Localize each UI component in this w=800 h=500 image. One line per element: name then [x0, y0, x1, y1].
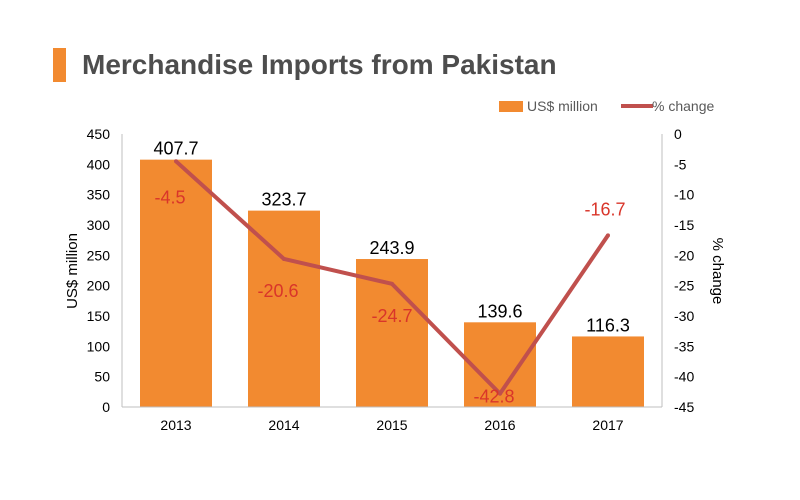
- legend: US$ million % change: [499, 98, 714, 114]
- pct-change-point: [498, 391, 502, 396]
- pct-change-point: [390, 281, 394, 286]
- y-tick-label: 250: [87, 247, 111, 263]
- y-tick-label: 100: [87, 338, 111, 354]
- y-tick-label: 400: [87, 156, 111, 172]
- bar: [140, 159, 212, 407]
- chart-title: Merchandise Imports from Pakistan: [82, 49, 557, 80]
- legend-line-label: % change: [652, 98, 714, 114]
- y2-tick-label: -25: [674, 278, 694, 294]
- pct-change-point: [282, 256, 286, 261]
- y2-tick-label: -45: [674, 399, 694, 415]
- pct-change-point: [174, 159, 178, 164]
- legend-bar-label: US$ million: [527, 98, 598, 114]
- y-tick-label: 350: [87, 187, 111, 203]
- pct-change-label: -20.6: [257, 281, 298, 301]
- y2-tick-label: -35: [674, 338, 694, 354]
- bar: [356, 259, 428, 407]
- y-tick-label: 200: [87, 278, 111, 294]
- y-axis-title: US$ million: [64, 233, 81, 309]
- bar-value-label: 323.7: [261, 190, 306, 210]
- bar: [248, 210, 320, 407]
- y2-tick-label: -5: [674, 156, 687, 172]
- x-tick-label: 2015: [376, 417, 407, 433]
- y-tick-label: 50: [94, 369, 110, 385]
- pct-change-point: [606, 233, 610, 238]
- legend-bar-swatch: [499, 101, 523, 112]
- y2-axis-title: % change: [709, 238, 726, 305]
- y-tick-label: 450: [87, 126, 111, 142]
- y2-tick-label: -15: [674, 217, 694, 233]
- y-tick-label: 300: [87, 217, 111, 233]
- pct-change-label: -42.8: [473, 387, 514, 407]
- bar-value-label: 116.3: [586, 315, 630, 335]
- pct-change-label: -16.7: [584, 199, 625, 219]
- y2-tick-label: 0: [674, 126, 682, 142]
- title-accent-bar: [53, 48, 66, 82]
- y-tick-label: 150: [87, 308, 111, 324]
- x-tick-label: 2014: [268, 417, 299, 433]
- bar-value-label: 243.9: [369, 238, 414, 258]
- y2-tick-label: -40: [674, 369, 694, 385]
- pct-change-label: -4.5: [154, 187, 185, 207]
- bar-value-label: 139.6: [477, 301, 522, 321]
- y2-tick-label: -10: [674, 187, 694, 203]
- bar: [572, 336, 644, 407]
- x-tick-label: 2017: [592, 417, 623, 433]
- pct-change-label: -24.7: [371, 306, 412, 326]
- y2-tick-label: -30: [674, 308, 694, 324]
- x-tick-label: 2016: [484, 417, 515, 433]
- y2-tick-label: -20: [674, 247, 694, 263]
- bar-value-label: 407.7: [153, 139, 198, 159]
- x-tick-label: 2013: [160, 417, 191, 433]
- y-tick-label: 0: [102, 399, 110, 415]
